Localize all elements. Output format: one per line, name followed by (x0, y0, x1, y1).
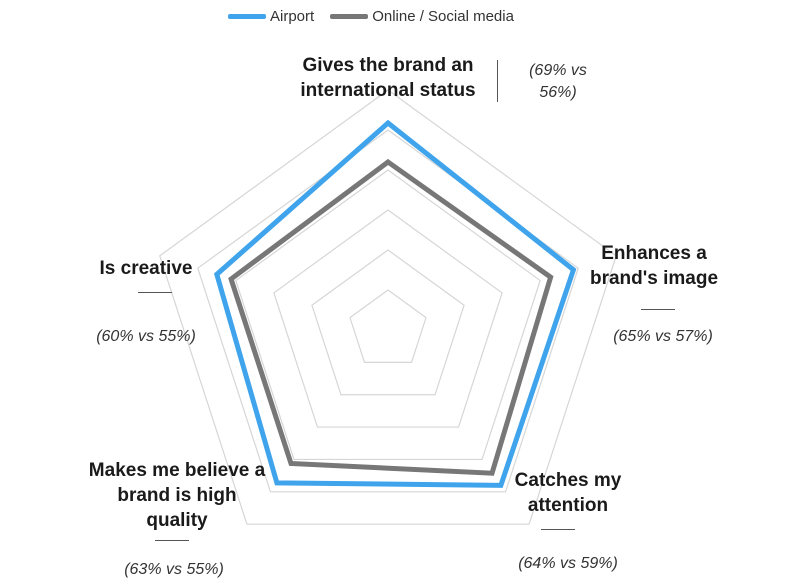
legend-label-online: Online / Social media (372, 8, 514, 25)
grid-ring (349, 289, 427, 363)
legend: Airport Online / Social media (228, 8, 530, 25)
series-line-online-social-media (228, 158, 554, 476)
axis-label-creative: Is creative (99, 258, 193, 279)
radar-series (213, 119, 577, 488)
pct-creative: (60% vs 55%) (96, 328, 196, 345)
legend-item-airport: Airport (228, 8, 314, 25)
divider-brand-image (641, 309, 675, 310)
legend-label-airport: Airport (270, 8, 315, 25)
grid-ring (197, 129, 579, 493)
grid-ring (235, 169, 541, 461)
pct-catches-attention: (64% vs 59%) (518, 555, 618, 572)
series-line-airport (213, 119, 577, 488)
radar-grid (159, 89, 617, 525)
divider-catches-attention (541, 529, 575, 530)
grid-ring (159, 89, 617, 525)
axis-label-catches-attention: Catches my attention (514, 470, 622, 516)
pct-brand-image: (65% vs 57%) (613, 328, 713, 345)
pct-high-quality: (63% vs 55%) (124, 561, 224, 578)
grid-ring (311, 249, 465, 396)
axis-label-brand-image: Enhances a brand's image (589, 243, 719, 289)
divider-high-quality (155, 540, 189, 541)
axis-label-international-status: Gives the brand an international status (300, 55, 476, 101)
axis-label-high-quality: Makes me believe a brand is high quality (88, 460, 266, 531)
divider-creative (138, 292, 172, 293)
legend-swatch-airport (228, 14, 266, 19)
pct-international-status: (69% vs 56%) (529, 62, 587, 101)
divider-vertical (497, 60, 498, 102)
legend-swatch-online (330, 14, 369, 19)
legend-item-online: Online / Social media (330, 8, 514, 25)
grid-ring (273, 209, 503, 428)
